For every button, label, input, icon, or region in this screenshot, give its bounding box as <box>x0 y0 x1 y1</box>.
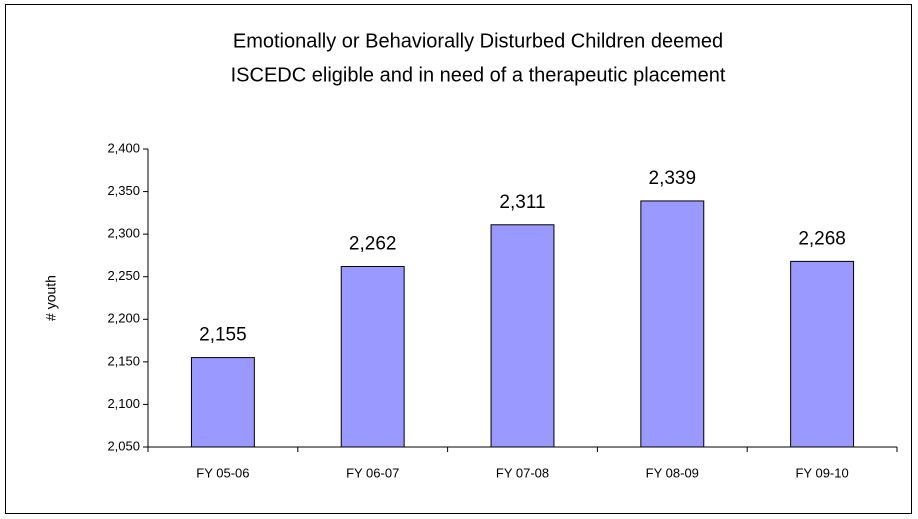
x-tick-label: FY 06-07 <box>346 465 399 480</box>
bar <box>790 260 855 448</box>
data-label: 2,155 <box>199 325 247 346</box>
bar <box>190 357 255 448</box>
data-label: 2,262 <box>349 234 397 255</box>
bar <box>340 265 405 448</box>
y-axis-label: # youth <box>43 275 59 321</box>
y-tick-label: 2,300 <box>107 226 140 241</box>
x-tick-label: FY 08-09 <box>646 465 699 480</box>
y-tick-label: 2,400 <box>107 140 140 155</box>
data-label: 2,268 <box>798 228 846 249</box>
data-label: 2,339 <box>649 168 697 189</box>
x-tick-label: FY 09-10 <box>795 465 848 480</box>
chart-title: Emotionally or Behaviorally Disturbed Ch… <box>233 30 723 52</box>
y-tick-label: 2,200 <box>107 311 140 326</box>
chart-title: ISCEDC eligible and in need of a therape… <box>231 64 726 86</box>
chart-frame <box>5 4 912 514</box>
y-tick-label: 2,150 <box>107 353 140 368</box>
bar <box>490 224 555 448</box>
y-tick-label: 2,100 <box>107 396 140 411</box>
bar <box>640 200 705 448</box>
x-tick-label: FY 05-06 <box>196 465 249 480</box>
x-tick-label: FY 07-08 <box>496 465 549 480</box>
y-tick-label: 2,250 <box>107 268 140 283</box>
y-tick-label: 2,050 <box>107 438 140 453</box>
y-tick-label: 2,350 <box>107 183 140 198</box>
data-label: 2,311 <box>499 192 545 213</box>
